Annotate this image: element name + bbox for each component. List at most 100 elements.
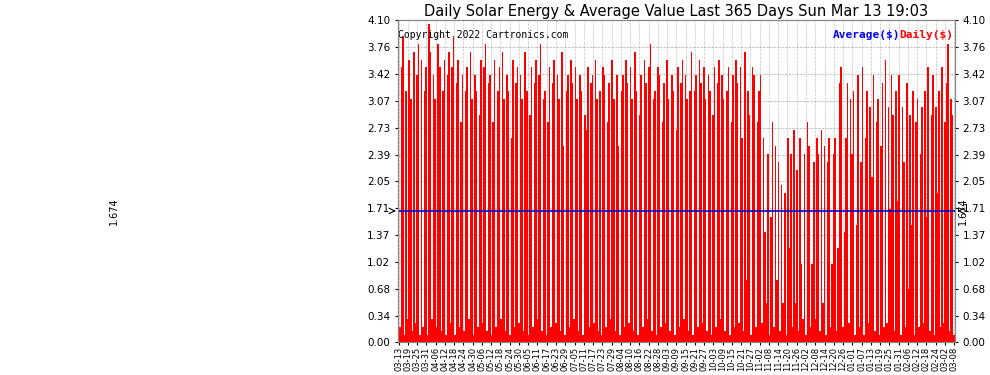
Bar	[940, 327, 941, 342]
Bar	[643, 327, 644, 342]
Bar	[522, 99, 523, 342]
Bar	[610, 319, 612, 342]
Bar	[745, 280, 747, 342]
Bar	[807, 123, 809, 342]
Bar	[883, 327, 885, 342]
Bar	[705, 99, 706, 342]
Bar	[747, 91, 748, 342]
Bar	[902, 107, 903, 342]
Bar	[466, 68, 468, 342]
Bar	[556, 75, 558, 342]
Bar	[635, 52, 636, 342]
Bar	[646, 319, 648, 342]
Bar	[886, 323, 888, 342]
Bar	[415, 323, 416, 342]
Bar	[457, 60, 458, 342]
Bar	[463, 331, 465, 342]
Bar	[802, 319, 804, 342]
Bar	[590, 83, 592, 342]
Bar	[944, 123, 945, 342]
Bar	[613, 99, 615, 342]
Bar	[412, 331, 413, 342]
Bar	[494, 60, 495, 342]
Bar	[809, 146, 810, 342]
Bar	[765, 303, 767, 342]
Bar	[666, 60, 668, 342]
Bar	[663, 83, 665, 342]
Bar	[404, 334, 406, 342]
Bar	[827, 162, 829, 342]
Bar	[587, 68, 589, 342]
Bar	[582, 334, 584, 342]
Bar	[612, 60, 613, 342]
Bar	[479, 115, 480, 342]
Bar	[502, 52, 503, 342]
Bar	[644, 60, 645, 342]
Bar	[793, 130, 795, 342]
Bar	[542, 331, 543, 342]
Bar	[716, 327, 717, 342]
Bar	[875, 123, 877, 342]
Bar	[505, 331, 506, 342]
Bar	[740, 68, 742, 342]
Bar	[519, 323, 520, 342]
Bar	[433, 75, 435, 342]
Bar	[449, 323, 451, 342]
Bar	[782, 303, 784, 342]
Bar	[719, 60, 720, 342]
Bar	[668, 99, 669, 342]
Bar	[725, 331, 726, 342]
Bar	[772, 123, 773, 342]
Bar	[882, 83, 883, 342]
Bar	[748, 115, 750, 342]
Bar	[585, 130, 587, 342]
Bar	[651, 331, 652, 342]
Bar	[622, 75, 624, 342]
Bar	[578, 331, 579, 342]
Bar	[432, 319, 433, 342]
Bar	[855, 225, 857, 342]
Text: Daily($): Daily($)	[899, 30, 953, 40]
Bar	[702, 323, 703, 342]
Bar	[460, 123, 462, 342]
Bar	[770, 217, 772, 342]
Bar	[732, 75, 734, 342]
Bar	[932, 75, 934, 342]
Bar	[674, 334, 675, 342]
Bar	[845, 138, 846, 342]
Bar	[477, 327, 479, 342]
Bar	[426, 68, 427, 342]
Bar	[520, 75, 522, 342]
Bar	[934, 334, 936, 342]
Bar	[516, 83, 517, 342]
Bar	[685, 75, 686, 342]
Bar	[848, 323, 849, 342]
Bar	[402, 36, 404, 342]
Bar	[877, 99, 878, 342]
Bar	[829, 138, 830, 342]
Bar	[869, 107, 871, 342]
Bar	[841, 68, 842, 342]
Bar	[589, 327, 590, 342]
Bar	[852, 91, 854, 342]
Bar	[441, 331, 443, 342]
Bar	[683, 319, 685, 342]
Bar	[559, 331, 561, 342]
Bar	[929, 331, 931, 342]
Bar	[835, 138, 836, 342]
Bar	[826, 334, 827, 342]
Bar	[624, 327, 626, 342]
Bar	[424, 91, 426, 342]
Text: 1.674: 1.674	[957, 197, 968, 225]
Bar	[446, 75, 448, 342]
Bar	[892, 115, 894, 342]
Bar	[596, 99, 598, 342]
Bar	[543, 99, 545, 342]
Bar	[936, 107, 937, 342]
Bar	[517, 68, 519, 342]
Bar	[697, 327, 699, 342]
Bar	[532, 327, 534, 342]
Bar	[615, 331, 616, 342]
Bar	[939, 91, 940, 342]
Bar	[948, 331, 950, 342]
